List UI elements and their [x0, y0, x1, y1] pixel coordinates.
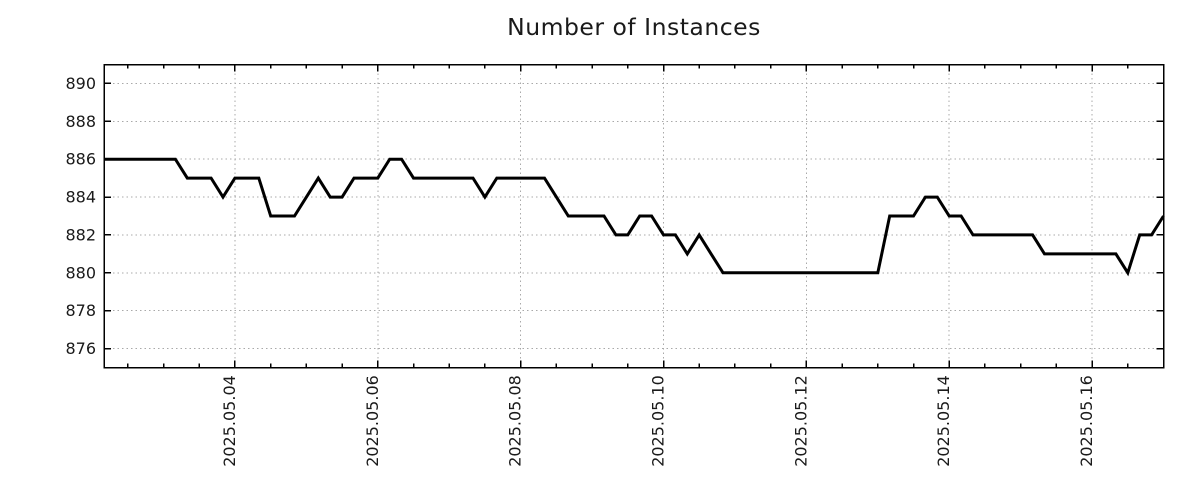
y-axis-tick-label: 884	[65, 188, 96, 207]
x-axis-tick-label: 2025.05.12	[791, 375, 810, 467]
y-axis-tick-label: 886	[65, 150, 96, 169]
data-line	[104, 157, 1165, 277]
plot-border	[103, 63, 1165, 369]
x-axis-tick-label: 2025.05.04	[220, 375, 239, 467]
y-axis-tick-label: 878	[65, 301, 96, 320]
y-axis-tick-label: 880	[65, 263, 96, 282]
x-axis-tick-label: 2025.05.16	[1077, 375, 1096, 467]
y-axis-tick-label: 882	[65, 225, 96, 244]
x-axis-tick-label: 2025.05.10	[649, 375, 668, 467]
x-axis-tick-label: 2025.05.14	[934, 375, 953, 467]
y-axis-tick-label: 876	[65, 339, 96, 358]
y-axis-tick-label: 888	[65, 112, 96, 131]
y-axis-tick-label: 890	[65, 74, 96, 93]
chart-title: Number of Instances	[507, 13, 761, 41]
x-axis-tick-label: 2025.05.08	[506, 375, 525, 467]
x-axis-tick-label: 2025.05.06	[363, 375, 382, 467]
